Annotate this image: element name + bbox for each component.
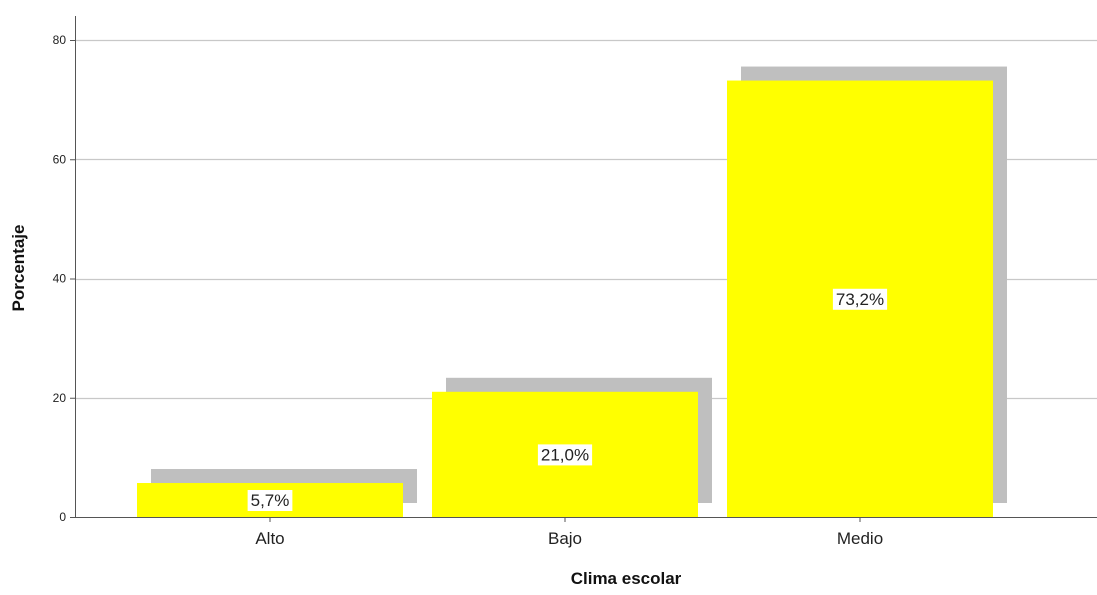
y-axis-title: Porcentaje xyxy=(9,225,28,312)
x-tick-labels: Alto Bajo Medio xyxy=(255,517,883,548)
data-label-background xyxy=(537,444,593,466)
y-tick-label: 0 xyxy=(59,510,66,524)
x-tick-label-medio: Medio xyxy=(837,529,883,548)
data-label-bajo: 21,0% xyxy=(537,444,593,466)
y-tick-labels: 0 20 40 60 80 xyxy=(53,33,75,524)
x-tick-label-bajo: Bajo xyxy=(548,529,582,548)
data-label-text: 5,7% xyxy=(251,491,290,510)
y-tick-label: 20 xyxy=(53,391,67,405)
data-labels: 5,7% 21,0% 73,2% xyxy=(247,288,888,512)
y-tick-label: 80 xyxy=(53,33,67,47)
data-label-alto: 5,7% xyxy=(247,490,293,512)
x-axis-title: Clima escolar xyxy=(571,569,682,588)
data-label-medio: 73,2% xyxy=(832,288,888,310)
y-tick-label: 60 xyxy=(53,152,67,166)
data-label-text: 73,2% xyxy=(836,290,884,309)
data-label-text: 21,0% xyxy=(541,445,589,464)
x-tick-label-alto: Alto xyxy=(255,529,284,548)
y-tick-label: 40 xyxy=(53,272,67,286)
data-label-background xyxy=(247,490,293,512)
data-label-background xyxy=(832,288,888,310)
axes xyxy=(75,16,1097,518)
